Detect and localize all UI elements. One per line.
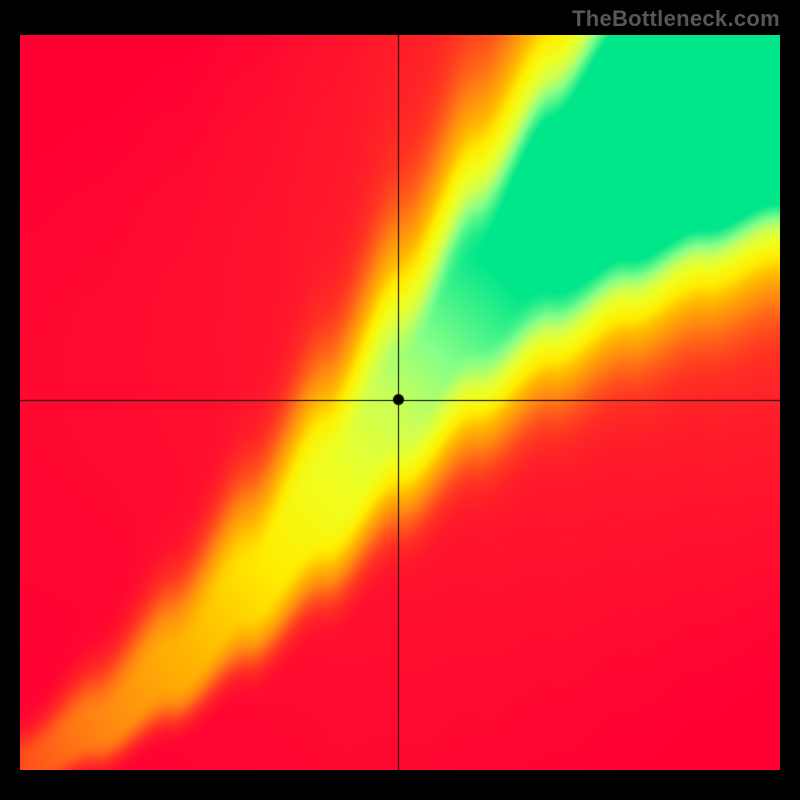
watermark-text: TheBottleneck.com (572, 6, 780, 32)
bottleneck-heatmap (20, 35, 780, 770)
chart-container: TheBottleneck.com (0, 0, 800, 800)
